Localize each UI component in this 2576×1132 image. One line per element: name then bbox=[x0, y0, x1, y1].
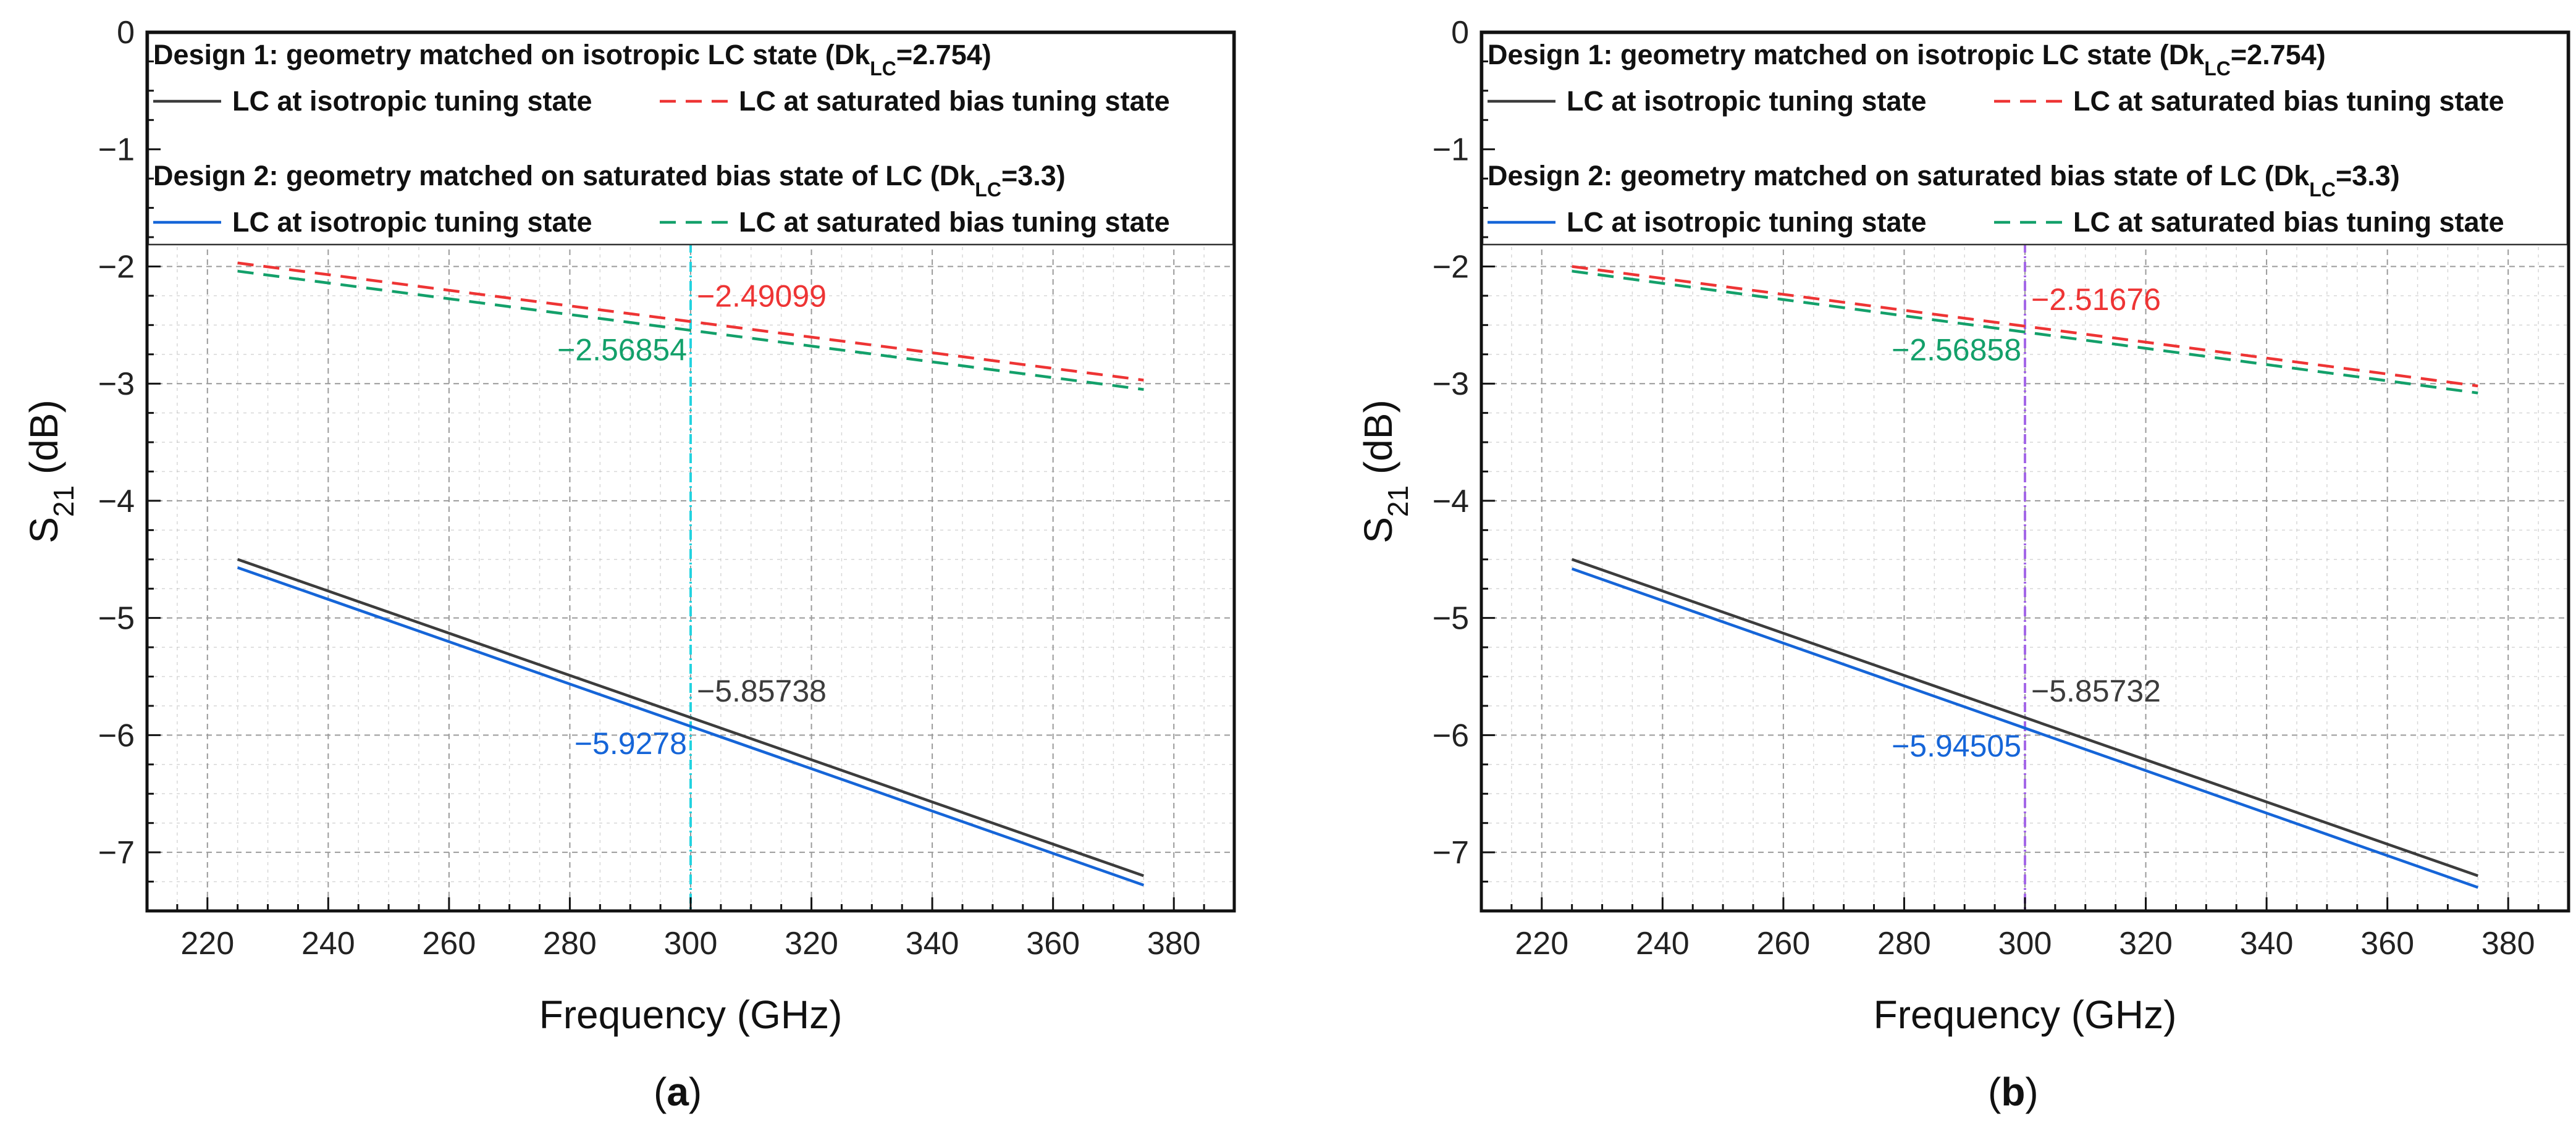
data-label-2: −2.56854 bbox=[557, 333, 687, 367]
x-tick-label: 300 bbox=[664, 926, 718, 962]
y-tick-label: −5 bbox=[1433, 601, 1469, 637]
y-tick-label: −7 bbox=[98, 835, 135, 871]
series-line-4 bbox=[1572, 269, 2478, 395]
x-tick-label: 360 bbox=[1026, 926, 1080, 962]
y-tick-label: −2 bbox=[98, 249, 135, 285]
series-line-1 bbox=[237, 558, 1145, 878]
series-line-3 bbox=[1571, 567, 2479, 889]
legend-entry-sat1-label: LC at saturated bias tuning state bbox=[2073, 85, 2504, 117]
legend-header-design1: Design 1: geometry matched on isotropic … bbox=[153, 39, 991, 80]
legend-box bbox=[1481, 32, 2569, 246]
x-axis-title: Frequency (GHz) bbox=[539, 992, 843, 1037]
x-tick-label: 340 bbox=[906, 926, 959, 962]
legend-entry-iso2-label: LC at isotropic tuning state bbox=[1567, 206, 1927, 238]
legend-entry-sat2-label: LC at saturated bias tuning state bbox=[739, 206, 1170, 238]
x-tick-label: 220 bbox=[180, 926, 234, 962]
legend: Design 1: geometry matched on isotropic … bbox=[1481, 32, 2569, 246]
legend-header-design2: Design 2: geometry matched on saturated … bbox=[1488, 160, 2400, 201]
chart-panel-b: −2.51676 −2.56858 −5.85732 −5.94505 Design 1… bbox=[1356, 15, 2570, 1114]
legend: Design 1: geometry matched on isotropic … bbox=[147, 32, 1234, 246]
data-label-3: −5.85732 bbox=[2031, 674, 2161, 708]
x-tick-label: 320 bbox=[785, 926, 838, 962]
data-label-3: −5.85738 bbox=[697, 674, 827, 708]
legend-entry-iso1-label: LC at isotropic tuning state bbox=[1567, 85, 1927, 117]
x-tick-label: 260 bbox=[423, 926, 476, 962]
legend-entry-sat1-label: LC at saturated bias tuning state bbox=[739, 85, 1170, 117]
data-label-4: −5.94505 bbox=[1892, 729, 2021, 763]
data-label-4: −5.9278 bbox=[575, 726, 687, 761]
series-line-3 bbox=[237, 566, 1145, 887]
series-line-2 bbox=[237, 261, 1144, 382]
legend-entry-sat2-label: LC at saturated bias tuning state bbox=[2073, 206, 2504, 238]
y-tick-label: 0 bbox=[117, 15, 135, 51]
series-line-1 bbox=[1571, 558, 2479, 878]
data-label-1: −2.49099 bbox=[697, 279, 827, 313]
x-tick-label: 220 bbox=[1515, 926, 1568, 962]
data-label-1: −2.51676 bbox=[2031, 282, 2161, 317]
legend-header-design2: Design 2: geometry matched on saturated … bbox=[153, 160, 1066, 201]
panel-label: (b) bbox=[1988, 1070, 2039, 1114]
series-line-4 bbox=[237, 269, 1144, 391]
chart-panel-a: −2.49099 −2.56854 −5.85738 −5.9278 Design 1:… bbox=[22, 15, 1236, 1114]
y-tick-label: −3 bbox=[98, 366, 135, 402]
y-tick-label: −1 bbox=[98, 132, 135, 168]
y-axis-title: S21 (dB) bbox=[1356, 400, 1414, 543]
panel-label: (a) bbox=[654, 1070, 702, 1114]
y-tick-label: −3 bbox=[1433, 366, 1469, 402]
x-axis-title: Frequency (GHz) bbox=[1874, 992, 2177, 1037]
x-tick-label: 380 bbox=[1147, 926, 1201, 962]
y-tick-label: −6 bbox=[98, 718, 135, 753]
y-axis-title: S21 (dB) bbox=[22, 400, 80, 543]
y-tick-label: −7 bbox=[1433, 835, 1469, 871]
data-label-2: −2.56858 bbox=[1892, 333, 2021, 367]
x-tick-label: 240 bbox=[301, 926, 355, 962]
y-tick-label: −5 bbox=[98, 601, 135, 637]
y-tick-label: −4 bbox=[98, 484, 135, 519]
y-tick-label: −4 bbox=[1433, 484, 1469, 519]
y-tick-label: −2 bbox=[1433, 249, 1469, 285]
y-tick-label: −1 bbox=[1433, 132, 1469, 168]
y-tick-label: −6 bbox=[1433, 718, 1469, 753]
x-tick-label: 280 bbox=[543, 926, 597, 962]
y-tick-label: 0 bbox=[1451, 15, 1469, 51]
legend-box bbox=[147, 32, 1234, 246]
series-line-2 bbox=[1572, 265, 2478, 388]
x-tick-label: 380 bbox=[2481, 926, 2535, 962]
x-tick-label: 340 bbox=[2240, 926, 2294, 962]
x-tick-label: 240 bbox=[1636, 926, 1690, 962]
legend-entry-iso1-label: LC at isotropic tuning state bbox=[232, 85, 592, 117]
x-tick-label: 300 bbox=[1998, 926, 2052, 962]
legend-header-design1: Design 1: geometry matched on isotropic … bbox=[1488, 39, 2326, 80]
x-tick-label: 360 bbox=[2360, 926, 2414, 962]
x-tick-label: 260 bbox=[1757, 926, 1811, 962]
legend-entry-iso2-label: LC at isotropic tuning state bbox=[232, 206, 592, 238]
x-tick-label: 320 bbox=[2119, 926, 2173, 962]
x-tick-label: 280 bbox=[1877, 926, 1931, 962]
